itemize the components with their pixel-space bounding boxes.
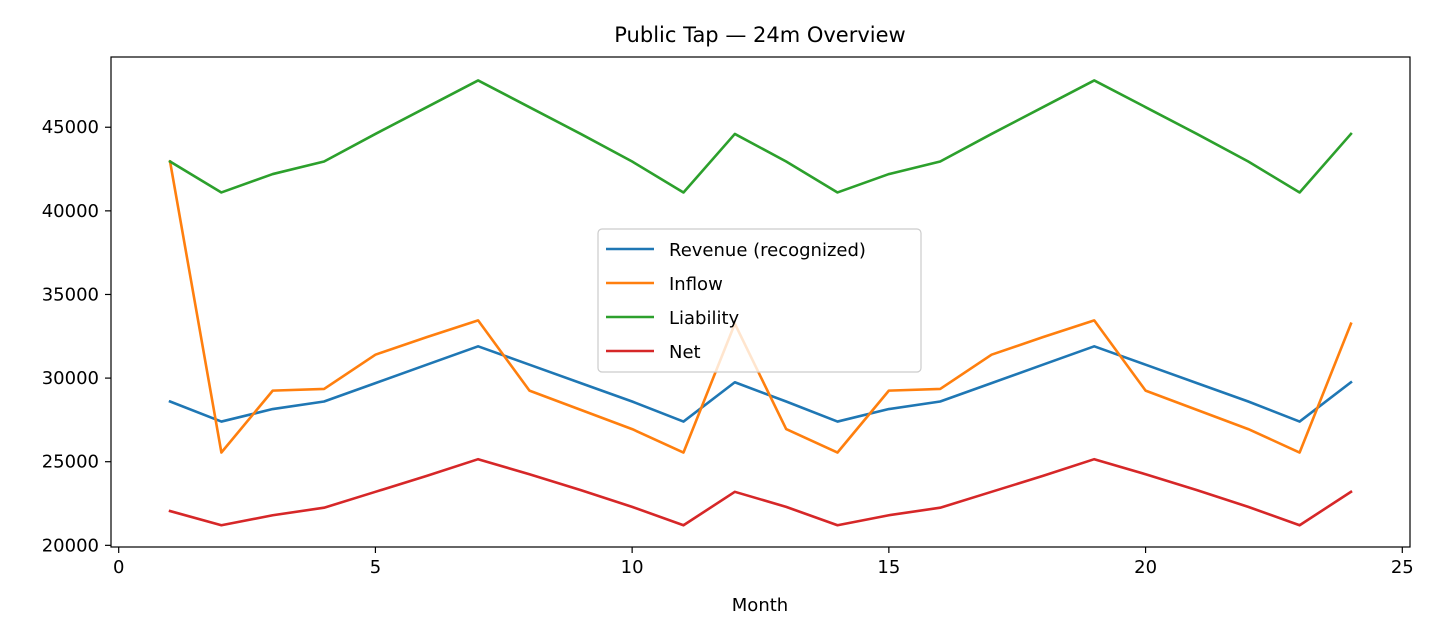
x-tick-label: 10	[621, 557, 644, 578]
x-axis: 0 5 10 15 20 25	[113, 547, 1414, 578]
y-axis: 20000 25000 30000 35000 40000 45000	[42, 117, 111, 556]
series-line-4	[168, 457, 1353, 527]
series-line-2	[168, 160, 1353, 454]
series-line-1	[168, 345, 1353, 423]
chart-title: Public Tap — 24m Overview	[614, 23, 905, 47]
y-tick-label: 20000	[42, 535, 99, 556]
legend: Revenue (recognized) Inflow Liability Net	[597, 228, 922, 373]
x-tick-label: 0	[113, 557, 124, 578]
legend-label: Revenue (recognized)	[669, 240, 866, 261]
y-tick-label: 25000	[42, 452, 99, 473]
legend-label: Liability	[669, 308, 740, 329]
x-tick-label: 15	[877, 557, 900, 578]
x-tick-label: 5	[370, 557, 381, 578]
legend-box	[597, 228, 922, 373]
y-tick-label: 30000	[42, 368, 99, 389]
legend-label: Net	[669, 342, 701, 363]
series-line-3	[168, 79, 1353, 194]
x-axis-label: Month	[732, 595, 788, 616]
plot-frame	[110, 56, 1411, 548]
legend-label: Inflow	[669, 274, 723, 295]
y-tick-label: 35000	[42, 284, 99, 305]
x-tick-label: 25	[1391, 557, 1414, 578]
plot-area	[110, 56, 1411, 548]
y-tick-label: 40000	[42, 201, 99, 222]
y-tick-label: 45000	[42, 117, 99, 138]
x-tick-label: 20	[1134, 557, 1157, 578]
